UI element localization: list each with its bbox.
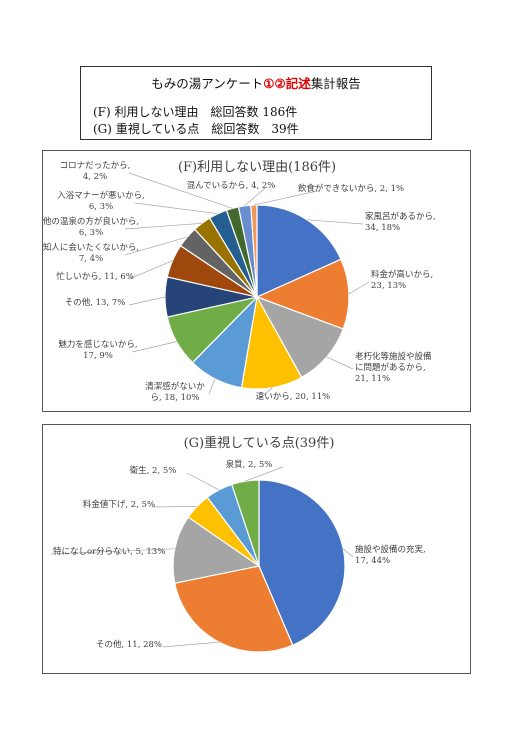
- leader-line-f-5: [131, 341, 177, 353]
- pie-label-f-9: 他の温泉の方が良いから, 6, 3%: [43, 216, 139, 238]
- report-title-suffix: 集計報告: [310, 76, 361, 91]
- pie-label-f-3: 遠いから, 20, 11%: [256, 391, 331, 402]
- pie-label-f-8: 知人に会いたくないから, 7, 4%: [43, 242, 139, 264]
- pie-label-f-1: 料金が高いから, 23, 13%: [371, 269, 433, 291]
- leader-line-f-10: [134, 202, 218, 215]
- pie-label-g-3: 料金値下げ, 2, 5%: [83, 499, 155, 510]
- pie-slice-g-1: [174, 565, 294, 653]
- pie-label-g-0: 施設や設備の充実, 17, 44%: [355, 544, 426, 566]
- leader-line-f-6: [128, 296, 166, 306]
- pie-slice-f-2: [255, 295, 345, 379]
- report-title: もみの湯アンケート①②記述集計報告: [81, 73, 431, 92]
- pie-label-f-11: コロナだったから, 4, 2%: [60, 161, 131, 182]
- leader-line-f-0: [306, 219, 364, 225]
- leader-line-f-2: [326, 356, 354, 370]
- summary-line-f: (F) 利用しない理由 総回答数 186件: [93, 105, 298, 119]
- leader-line-f-8: [124, 236, 188, 256]
- leader-line-f-3: [258, 387, 273, 400]
- leader-line-g-3: [152, 506, 198, 508]
- pie-chart-f: (F)利用しない理由(186件) 家風呂があるから, 34, 18% 料金が高いから,…: [43, 160, 436, 403]
- leader-line-g-1: [162, 641, 220, 648]
- pie-label-f-10: 入浴マナーが悪いから, 6, 3%: [57, 190, 145, 212]
- report-title-prefix: もみの湯アンケート: [151, 76, 264, 91]
- report-title-highlight: ①②記述: [263, 76, 311, 91]
- pie-label-f-2: 老朽化等施設や設備に問題があるから, 21, 11%: [355, 351, 432, 384]
- pie-label-f-0: 家風呂があるから, 34, 18%: [365, 211, 436, 233]
- pie-label-f-6: その他, 13, 7%: [65, 297, 126, 308]
- leader-line-g-5: [245, 466, 284, 482]
- pie-label-g-4: 衛生, 2, 5%: [130, 465, 177, 476]
- leader-line-f-13: [253, 190, 318, 206]
- summary-line-g: (G) 重視している点 総回答数 39件: [93, 122, 299, 136]
- leader-line-g-4: [186, 472, 220, 491]
- chart-title-g: (G)重視している点(39件): [184, 435, 335, 451]
- leader-line-f-4: [208, 378, 216, 395]
- pie-label-f-7: 忙しいから, 11, 6%: [56, 271, 134, 282]
- pie-label-f-4: 清潔感がないから, 18, 10%: [145, 381, 205, 403]
- pie-label-g-2: 特になしor分らない, 5, 13%: [53, 546, 165, 557]
- chart-panel-g: (G)重視している点(39件) 施設や設備の充実, 17, 44% その他, 11, …: [42, 424, 471, 674]
- leader-line-g-0: [343, 548, 354, 558]
- pie-label-g-5: 泉質, 2, 5%: [226, 459, 273, 470]
- leader-line-f-1: [348, 281, 370, 295]
- leader-line-f-12: [244, 187, 266, 207]
- leader-line-f-7: [128, 260, 173, 280]
- pie-label-g-1: その他, 11, 28%: [96, 639, 162, 650]
- pie-label-f-13: 飲食ができないから, 2, 1%: [298, 183, 404, 194]
- chart-panel-f: (F)利用しない理由(186件) 家風呂があるから, 34, 18% 料金が高いから,…: [42, 150, 471, 412]
- summary-box: もみの湯アンケート①②記述集計報告 (F) 利用しない理由 総回答数 186件 …: [80, 66, 432, 140]
- leader-line-g-2: [50, 548, 175, 555]
- pie-label-f-12: 混んでいるから, 4, 2%: [187, 180, 276, 191]
- pie-label-f-5: 魅力を感じないから, 17, 9%: [58, 339, 137, 361]
- pie-slice-f-1: [255, 258, 350, 330]
- pie-slice-g-0: [258, 479, 346, 646]
- pie-slice-g-2: [172, 516, 261, 584]
- pie-chart-g: (G)重視している点(39件) 施設や設備の充実, 17, 44% その他, 11, …: [50, 435, 426, 653]
- pie-slice-f-0: [256, 204, 342, 298]
- chart-title-f: (F)利用しない理由(186件): [178, 160, 336, 175]
- leader-line-f-11: [128, 172, 233, 209]
- leader-line-f-9: [124, 222, 202, 230]
